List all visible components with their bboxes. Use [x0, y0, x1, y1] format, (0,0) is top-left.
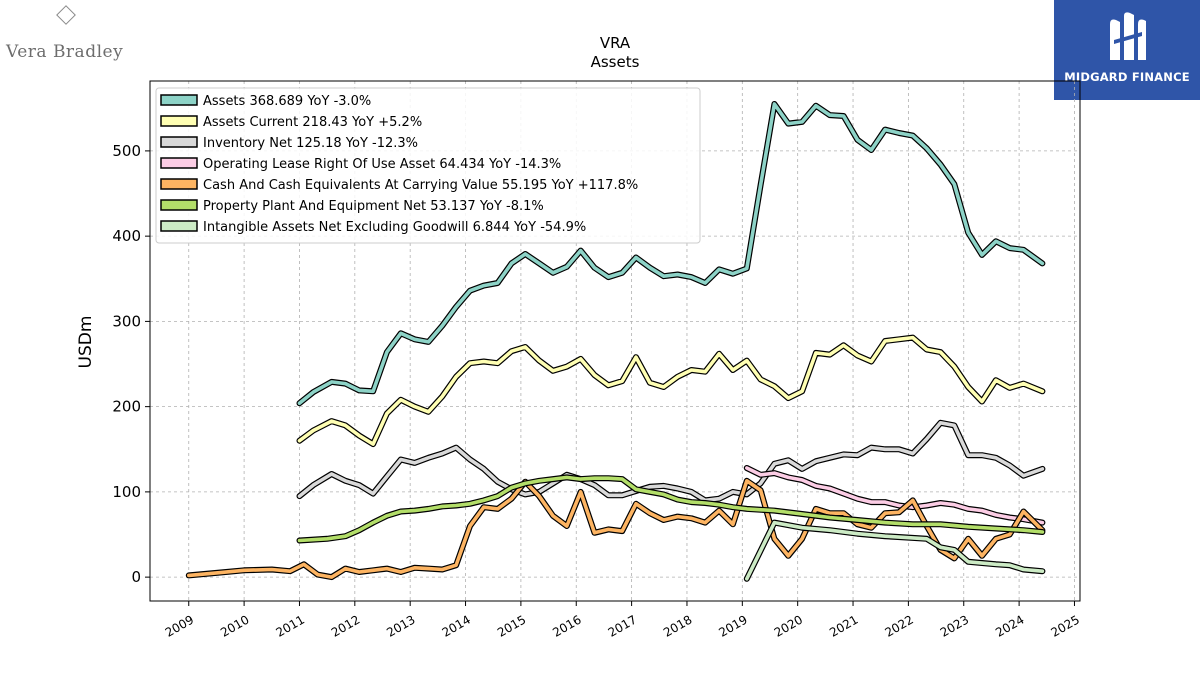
legend-swatch [160, 94, 198, 106]
legend-entry-label: Assets Current 218.43 YoY +5.2% [203, 115, 422, 130]
legend-swatch [160, 178, 198, 190]
x-tick-label: 2022 [882, 612, 915, 639]
x-tick-label: 2023 [938, 612, 971, 639]
x-tick-label: 2017 [606, 612, 639, 639]
legend-swatch [160, 136, 198, 148]
legend: Assets 368.689 YoY -3.0% Assets Current 2… [155, 87, 701, 244]
vera-bradley-wordmark: Vera Bradley [6, 42, 124, 62]
x-tick-label: 2011 [274, 612, 307, 639]
y-tick-label: 0 [131, 568, 141, 586]
series-line [297, 475, 1045, 543]
series-line [297, 421, 1045, 503]
x-tick-label: 2020 [772, 612, 805, 639]
chart-title: VRA [600, 34, 631, 52]
legend-entry-label: Cash And Cash Equivalents At Carrying Va… [203, 178, 638, 193]
x-tick-label: 2013 [384, 612, 417, 639]
legend-entry-label: Operating Lease Right Of Use Asset 64.43… [203, 157, 561, 172]
legend-entry-label: Property Plant And Equipment Net 53.137 … [203, 199, 544, 214]
series-line [745, 520, 1045, 581]
series-lines [185, 101, 1046, 582]
legend-swatch [160, 157, 198, 169]
x-tick-label: 2014 [440, 612, 473, 639]
legend-entry-label: Inventory Net 125.18 YoY -12.3% [203, 136, 418, 151]
y-tick-label: 100 [112, 483, 141, 501]
x-tick-label: 2016 [550, 612, 583, 639]
y-axis-label: USDm [76, 316, 96, 369]
vera-bradley-logo: Vera Bradley [6, 5, 126, 62]
series-line-outline [296, 334, 1046, 448]
y-tick-label: 200 [112, 398, 141, 416]
legend-swatch [160, 220, 198, 232]
series-line [745, 466, 1045, 525]
y-tick-label: 400 [112, 227, 141, 245]
legend-entry-label: Intangible Assets Net Excluding Goodwill… [203, 220, 586, 235]
x-tick-label: 2019 [716, 612, 749, 639]
x-tick-label: 2025 [1049, 612, 1082, 639]
x-tick-label: 2010 [218, 612, 251, 639]
x-tick-label: 2009 [163, 612, 196, 639]
series-line [297, 335, 1045, 446]
y-tick-label: 300 [112, 312, 141, 330]
legend-swatch [160, 115, 198, 127]
x-tick-label: 2021 [827, 612, 860, 639]
series-line [187, 479, 1045, 579]
plot-area-frame [149, 80, 1081, 602]
x-tick-label: 2018 [661, 612, 694, 639]
series-line [297, 102, 1045, 405]
x-tick-label: 2024 [993, 612, 1026, 639]
legend-box [155, 87, 701, 244]
x-tick-label: 2012 [329, 612, 362, 639]
chart-subtitle: Assets [591, 53, 640, 71]
legend-swatch [160, 199, 198, 211]
midgard-finance-wordmark: MIDGARD FINANCE [1064, 70, 1190, 84]
midgard-finance-logo: MIDGARD FINANCE [1054, 0, 1200, 100]
legend-entry-label: Assets 368.689 YoY -3.0% [203, 94, 371, 109]
y-tick-label: 500 [112, 142, 141, 160]
midgard-logo-icon [1110, 12, 1146, 60]
x-tick-label: 2015 [495, 612, 528, 639]
